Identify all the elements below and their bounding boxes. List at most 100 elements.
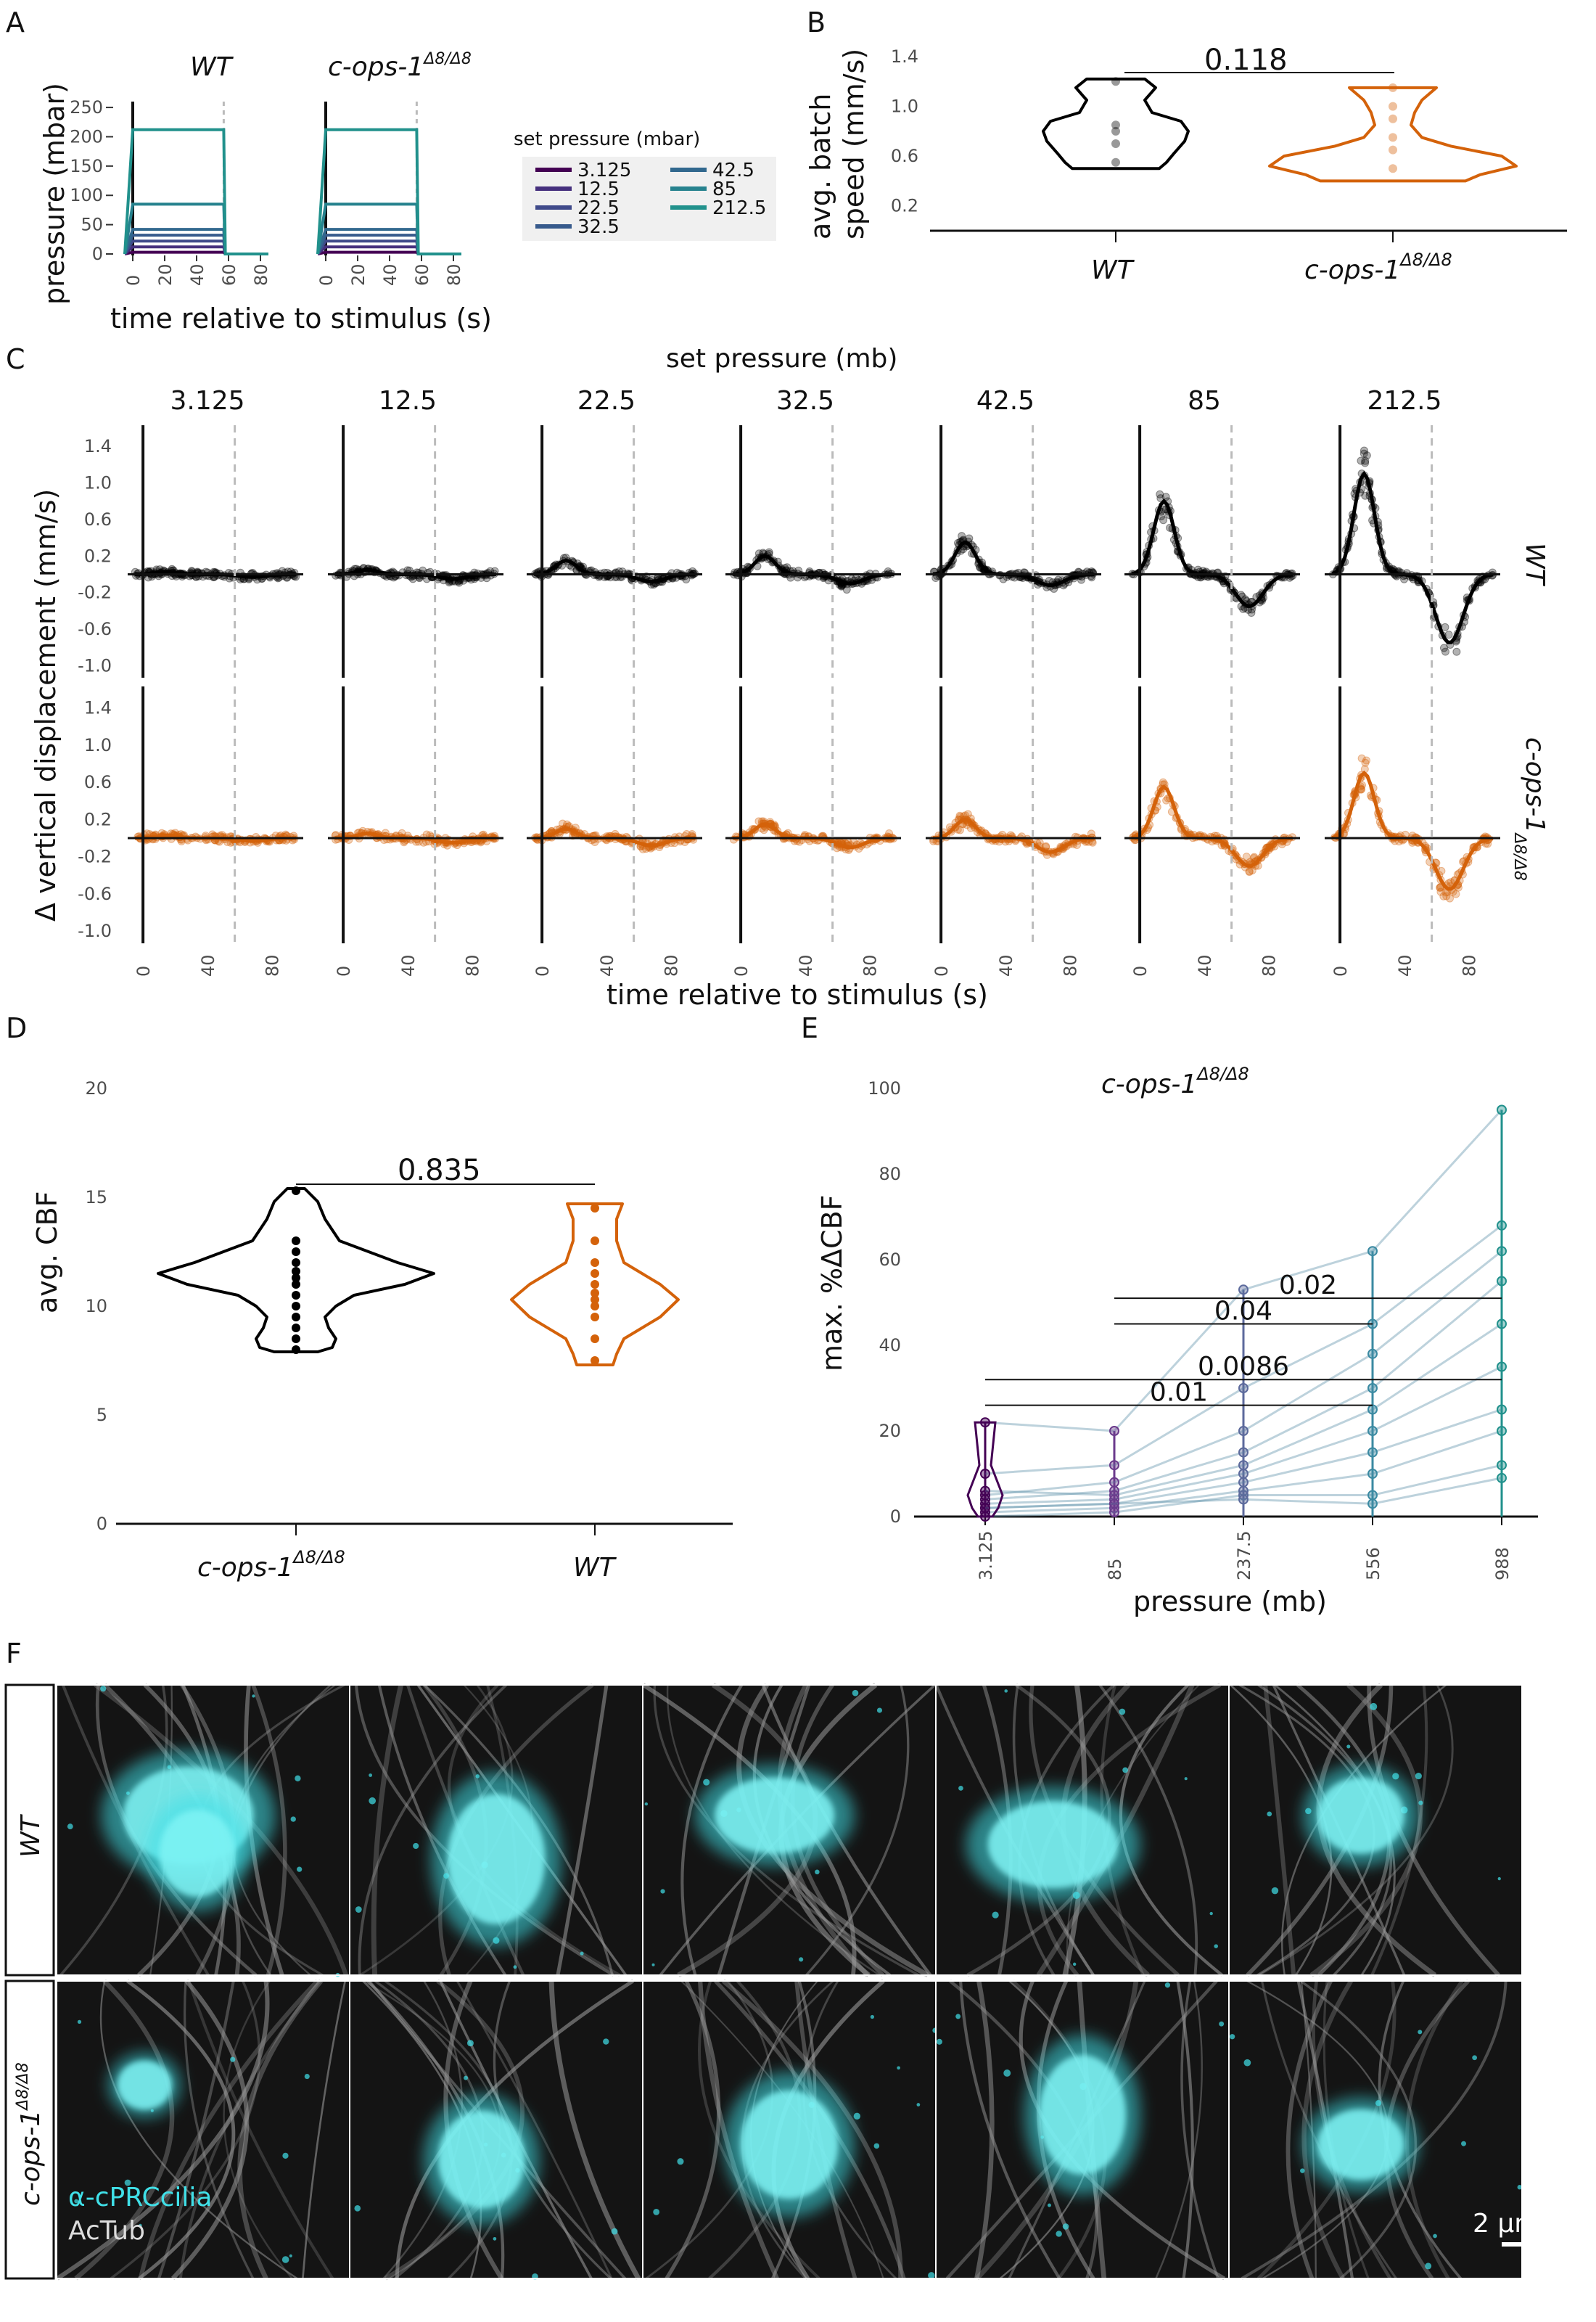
data-point: [1389, 145, 1397, 155]
panel-e-y-ticks: 0 20 40 60 80 100: [868, 1078, 901, 1527]
data-point: [1238, 1284, 1249, 1295]
cyan-speckle: [651, 1963, 655, 1966]
legend-label: 85: [712, 179, 736, 200]
cyan-speckle: [297, 1866, 303, 1872]
data-point: [1389, 114, 1397, 123]
x-tick-label: 3.125: [976, 1530, 996, 1580]
data-point: [1111, 77, 1120, 86]
y-tick-label: 1.4: [84, 698, 112, 718]
x-tick-label: 40: [996, 954, 1016, 977]
cyan-speckle: [295, 1775, 301, 1781]
cilia-bundle: [159, 1810, 236, 1897]
legend-label: 212.5: [712, 197, 766, 219]
panel-b-violins: [1042, 77, 1518, 183]
data-point: [1367, 1490, 1378, 1501]
legend-title: set pressure (mbar): [514, 128, 700, 150]
panel-d-group-wt: WT: [573, 1553, 617, 1583]
cyan-speckle: [1461, 2141, 1467, 2146]
data-point: [1357, 456, 1365, 465]
data-point: [591, 1313, 599, 1321]
facet-c-ops-1 Δ8/Δ8-3.125: 0 40 80: [128, 686, 303, 977]
cyan-speckle: [1472, 2055, 1478, 2061]
x-tick-label: 20: [155, 263, 176, 286]
data-point: [292, 1313, 300, 1321]
data-point: [1109, 1498, 1119, 1509]
x-tick-label: 80: [1460, 954, 1480, 977]
panel-a-y-ticks: 0 50 100 150 200 250: [70, 97, 113, 264]
data-point: [1156, 494, 1165, 503]
data-point: [965, 534, 974, 543]
cyan-speckle: [1047, 2203, 1051, 2207]
x-tick-label: 40: [597, 954, 617, 977]
panel-d: D avg. CBF 0 5 10 15 20 c-ops-1Δ8/Δ8 WT 0.83…: [6, 1012, 733, 1583]
x-tick-label: 80: [251, 263, 271, 286]
cyan-speckle: [1300, 2168, 1305, 2173]
x-tick-label: 60: [219, 263, 239, 286]
data-point: [1238, 1426, 1249, 1436]
panel-d-group-mutant: c-ops-1Δ8/Δ8: [197, 1547, 345, 1583]
data-point: [1159, 516, 1168, 525]
data-point: [849, 837, 857, 846]
cyan-speckle: [1056, 2231, 1062, 2237]
cyan-speckle: [464, 2075, 469, 2080]
significance-pvalue: 0.02: [1279, 1271, 1337, 1300]
data-point: [1109, 1507, 1119, 1518]
cyan-speckle: [304, 2073, 310, 2080]
cyan-speckle: [281, 2256, 289, 2263]
cyan-speckle: [466, 2040, 474, 2047]
x-tick-label: 80: [444, 263, 464, 286]
x-tick-label: 80: [1061, 954, 1081, 977]
y-tick-label: 200: [70, 126, 103, 147]
cyan-speckle: [870, 2014, 875, 2019]
micrograph-tile: [56, 1683, 350, 1977]
cilia-bundle: [1317, 1777, 1404, 1854]
cyan-speckle: [644, 1802, 649, 1806]
data-point: [1156, 490, 1164, 499]
micrograph-tile: [1228, 1683, 1523, 1977]
x-tick-label: 988: [1492, 1547, 1513, 1580]
cyan-speckle: [1415, 1773, 1422, 1780]
data-point: [292, 1334, 300, 1343]
cyan-speckle: [1243, 2059, 1251, 2067]
cyan-speckle: [77, 2019, 82, 2024]
micrograph-tile: [349, 1683, 643, 1977]
y-tick-label: 0.2: [84, 546, 112, 566]
x-tick-label: 80: [662, 954, 682, 977]
panel-letter-c: C: [6, 343, 25, 375]
data-point: [1367, 1246, 1378, 1257]
x-tick-label: 0: [731, 966, 752, 977]
data-point: [591, 1356, 599, 1365]
data-point: [591, 1289, 599, 1297]
y-tick-label: 0.6: [84, 509, 112, 530]
data-point: [1389, 164, 1397, 173]
facet-WT-32.5: [725, 425, 901, 678]
significance-pvalue: 0.01: [1150, 1378, 1208, 1408]
cyan-speckle: [1517, 2185, 1522, 2190]
cilia-bundle: [437, 2110, 525, 2209]
x-tick-label: 237.5: [1234, 1530, 1254, 1580]
cyan-speckle: [354, 2205, 361, 2212]
data-point: [1238, 1447, 1249, 1458]
cyan-speckle: [1214, 1944, 1219, 1948]
micrograph-tile: [935, 1980, 1230, 2281]
data-point: [591, 1204, 599, 1213]
panel-d-y-ticks: 0 5 10 15 20: [85, 1078, 107, 1534]
data-point: [1497, 1246, 1507, 1257]
data-point: [1367, 1426, 1378, 1436]
cyan-speckle: [1370, 1702, 1378, 1710]
cyan-speckle: [513, 1965, 517, 1969]
panel-f-scalebar: [1502, 2242, 1531, 2247]
data-point: [1389, 83, 1397, 92]
x-tick-label: 60: [412, 263, 432, 286]
panel-b-pvalue: 0.118: [1204, 44, 1288, 77]
cyan-speckle: [1072, 1962, 1077, 1966]
legend-label: 32.5: [577, 216, 620, 238]
cilia-bundle: [117, 2060, 172, 2110]
data-point: [292, 1247, 300, 1256]
x-tick-label: 40: [198, 954, 218, 977]
x-tick-label: 0: [123, 275, 144, 286]
cyan-speckle: [1497, 1876, 1501, 1881]
data-point: [1441, 647, 1449, 656]
cyan-speckle: [936, 2038, 942, 2045]
